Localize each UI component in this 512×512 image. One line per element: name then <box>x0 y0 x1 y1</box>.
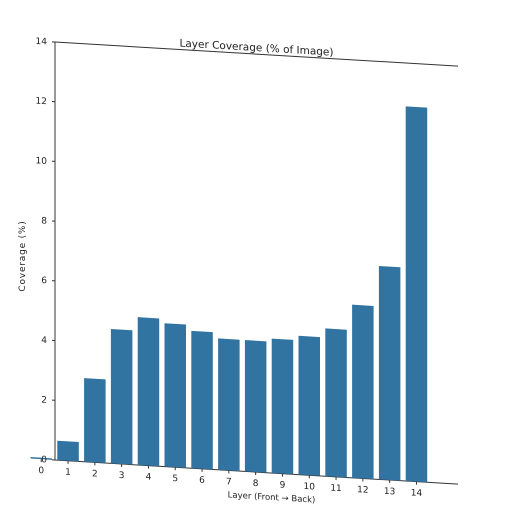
x-tick-label: 10 <box>304 482 316 493</box>
bar-12 <box>352 304 374 480</box>
bar-6 <box>191 330 213 470</box>
bar-2 <box>84 378 106 464</box>
y-tick-label: 12 <box>36 97 47 108</box>
chart-plane: Layer Coverage (% of Image) 02468101214 … <box>30 37 458 506</box>
bar-9 <box>271 338 294 475</box>
y-axis-label: Coverage (%) <box>18 220 28 291</box>
x-axis-ticks: 0 1 2 3 4 5 6 7 8 9 10 11 12 13 14 <box>38 459 422 499</box>
bar-3 <box>110 328 133 465</box>
bar-1 <box>57 440 79 462</box>
x-axis-label: Layer (Front → Back) <box>228 490 316 505</box>
bar-11 <box>325 328 347 478</box>
x-tick-label: 8 <box>253 479 259 489</box>
x-tick-label: 0 <box>38 466 44 476</box>
top-spine <box>55 41 458 67</box>
bar-4 <box>137 317 160 467</box>
y-axis-ticks: 0 2 4 6 8 10 12 14 <box>36 37 55 466</box>
x-tick-label: 9 <box>280 480 286 490</box>
bar-7 <box>218 338 240 472</box>
bar-5 <box>164 323 186 468</box>
bar-10 <box>298 335 320 476</box>
x-tick-label: 12 <box>357 485 368 496</box>
bar-8 <box>244 340 267 473</box>
x-tick-label: 1 <box>65 468 71 478</box>
x-tick-label: 4 <box>146 472 152 482</box>
bar-series <box>30 106 428 483</box>
x-tick-label: 11 <box>330 484 341 495</box>
x-tick-label: 3 <box>119 471 125 481</box>
y-tick-label: 0 <box>41 455 47 465</box>
y-tick-label: 4 <box>41 336 47 346</box>
y-tick-label: 10 <box>36 156 48 167</box>
y-tick-label: 6 <box>41 276 47 286</box>
x-tick-label: 6 <box>199 476 205 486</box>
x-tick-label: 14 <box>411 488 423 499</box>
y-tick-label: 8 <box>41 216 47 226</box>
x-tick-label: 7 <box>226 477 232 487</box>
x-tick-label: 13 <box>384 487 395 498</box>
chart-title: Layer Coverage (% of Image) <box>180 37 334 58</box>
x-tick-label: 5 <box>172 474 178 484</box>
x-tick-label: 2 <box>92 469 98 479</box>
bar-0 <box>30 457 52 460</box>
y-tick-label: 14 <box>36 37 48 48</box>
bar-13 <box>378 265 401 481</box>
y-tick-label: 2 <box>41 395 47 405</box>
bar-14 <box>405 106 428 483</box>
